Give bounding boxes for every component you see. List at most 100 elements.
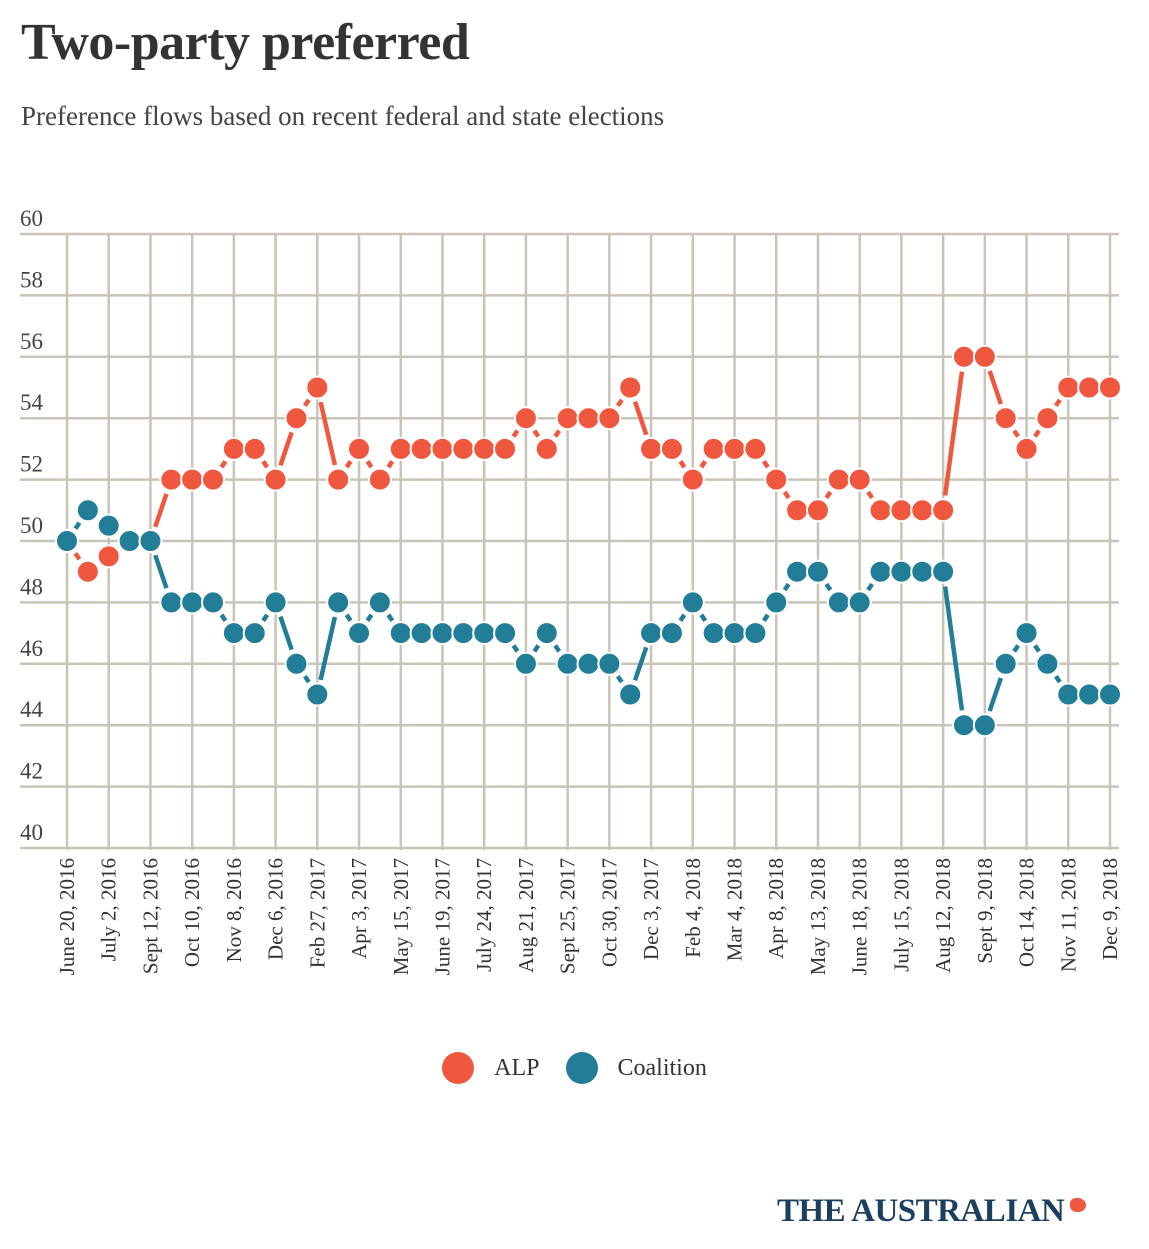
data-point-alp[interactable] — [722, 436, 747, 461]
data-point-coalition[interactable] — [764, 590, 789, 615]
data-point-alp[interactable] — [868, 498, 893, 523]
data-point-alp[interactable] — [284, 406, 309, 431]
data-point-coalition[interactable] — [951, 713, 976, 738]
data-point-alp[interactable] — [305, 375, 330, 400]
data-point-alp[interactable] — [263, 467, 288, 492]
data-point-alp[interactable] — [764, 467, 789, 492]
data-point-alp[interactable] — [409, 436, 434, 461]
data-point-coalition[interactable] — [347, 621, 372, 646]
data-point-coalition[interactable] — [1077, 682, 1102, 707]
data-point-coalition[interactable] — [701, 621, 726, 646]
data-point-coalition[interactable] — [1098, 682, 1122, 707]
data-point-alp[interactable] — [1077, 375, 1102, 400]
data-point-coalition[interactable] — [472, 621, 497, 646]
data-point-alp[interactable] — [388, 436, 413, 461]
data-point-coalition[interactable] — [305, 682, 330, 707]
data-point-alp[interactable] — [972, 344, 997, 369]
data-point-alp[interactable] — [221, 436, 246, 461]
data-point-alp[interactable] — [534, 436, 559, 461]
data-point-alp[interactable] — [367, 467, 392, 492]
data-point-alp[interactable] — [785, 498, 810, 523]
data-point-coalition[interactable] — [576, 651, 601, 676]
data-point-alp[interactable] — [910, 498, 935, 523]
data-point-alp[interactable] — [931, 498, 956, 523]
data-point-alp[interactable] — [493, 436, 518, 461]
data-point-coalition[interactable] — [55, 529, 79, 553]
data-point-coalition[interactable] — [326, 590, 351, 615]
data-point-coalition[interactable] — [138, 529, 163, 553]
data-point-coalition[interactable] — [263, 590, 288, 615]
data-point-coalition[interactable] — [221, 621, 246, 646]
data-point-alp[interactable] — [743, 436, 768, 461]
data-point-alp[interactable] — [180, 467, 205, 492]
data-point-coalition[interactable] — [910, 559, 935, 584]
data-point-coalition[interactable] — [889, 559, 914, 584]
data-point-coalition[interactable] — [96, 513, 121, 538]
data-point-coalition[interactable] — [639, 621, 664, 646]
data-point-coalition[interactable] — [430, 621, 455, 646]
data-point-alp[interactable] — [618, 375, 643, 400]
data-point-coalition[interactable] — [513, 651, 538, 676]
data-point-coalition[interactable] — [847, 590, 872, 615]
data-point-alp[interactable] — [889, 498, 914, 523]
data-point-coalition[interactable] — [931, 559, 956, 584]
data-point-alp[interactable] — [96, 544, 121, 569]
data-point-coalition[interactable] — [1014, 621, 1039, 646]
data-point-alp[interactable] — [1056, 375, 1081, 400]
legend-item-coalition[interactable]: Coalition — [565, 1052, 707, 1084]
data-point-coalition[interactable] — [1035, 651, 1060, 676]
data-point-coalition[interactable] — [493, 621, 518, 646]
data-point-alp[interactable] — [513, 406, 538, 431]
data-point-coalition[interactable] — [117, 529, 142, 553]
legend-item-alp[interactable]: ALP — [442, 1052, 540, 1084]
data-point-coalition[interactable] — [242, 621, 267, 646]
data-point-coalition[interactable] — [180, 590, 205, 615]
data-point-alp[interactable] — [451, 436, 476, 461]
data-point-alp[interactable] — [1014, 436, 1039, 461]
data-point-alp[interactable] — [993, 406, 1018, 431]
data-point-alp[interactable] — [597, 406, 622, 431]
data-point-coalition[interactable] — [722, 621, 747, 646]
data-point-alp[interactable] — [555, 406, 580, 431]
data-point-coalition[interactable] — [451, 621, 476, 646]
data-point-alp[interactable] — [347, 436, 372, 461]
publisher-logo[interactable]: THE AUSTRALIAN — [777, 1193, 1087, 1230]
data-point-alp[interactable] — [242, 436, 267, 461]
data-point-coalition[interactable] — [75, 498, 100, 523]
data-point-alp[interactable] — [326, 467, 351, 492]
data-point-coalition[interactable] — [993, 651, 1018, 676]
data-point-alp[interactable] — [201, 467, 226, 492]
data-point-alp[interactable] — [680, 467, 705, 492]
data-point-coalition[interactable] — [1056, 682, 1081, 707]
data-point-alp[interactable] — [159, 467, 184, 492]
data-point-coalition[interactable] — [785, 559, 810, 584]
data-point-alp[interactable] — [472, 436, 497, 461]
data-point-coalition[interactable] — [868, 559, 893, 584]
data-point-alp[interactable] — [1098, 375, 1122, 400]
data-point-alp[interactable] — [659, 436, 684, 461]
data-point-alp[interactable] — [639, 436, 664, 461]
data-point-coalition[interactable] — [534, 621, 559, 646]
data-point-coalition[interactable] — [201, 590, 226, 615]
data-point-coalition[interactable] — [972, 713, 997, 738]
data-point-alp[interactable] — [576, 406, 601, 431]
data-point-coalition[interactable] — [680, 590, 705, 615]
data-point-coalition[interactable] — [618, 682, 643, 707]
data-point-coalition[interactable] — [367, 590, 392, 615]
data-point-alp[interactable] — [951, 344, 976, 369]
data-point-alp[interactable] — [701, 436, 726, 461]
data-point-coalition[interactable] — [659, 621, 684, 646]
data-point-coalition[interactable] — [409, 621, 434, 646]
data-point-alp[interactable] — [847, 467, 872, 492]
data-point-coalition[interactable] — [805, 559, 830, 584]
data-point-coalition[interactable] — [743, 621, 768, 646]
data-point-coalition[interactable] — [388, 621, 413, 646]
data-point-coalition[interactable] — [159, 590, 184, 615]
data-point-coalition[interactable] — [284, 651, 309, 676]
data-point-coalition[interactable] — [555, 651, 580, 676]
data-point-coalition[interactable] — [826, 590, 851, 615]
data-point-alp[interactable] — [805, 498, 830, 523]
data-point-alp[interactable] — [826, 467, 851, 492]
data-point-alp[interactable] — [430, 436, 455, 461]
data-point-coalition[interactable] — [597, 651, 622, 676]
